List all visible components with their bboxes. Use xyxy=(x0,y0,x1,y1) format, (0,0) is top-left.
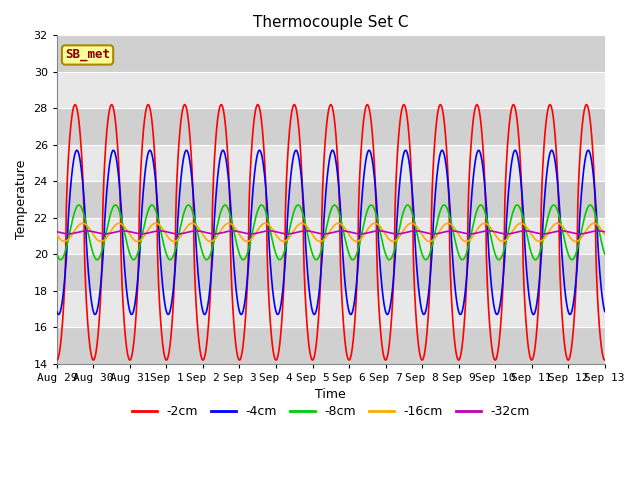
Bar xyxy=(57,327,605,364)
Bar xyxy=(57,254,605,291)
Bar xyxy=(57,145,605,181)
X-axis label: Time: Time xyxy=(316,388,346,401)
Bar xyxy=(57,36,605,72)
Bar xyxy=(57,291,605,327)
Bar xyxy=(57,218,605,254)
Bar xyxy=(57,72,605,108)
Legend: -2cm, -4cm, -8cm, -16cm, -32cm: -2cm, -4cm, -8cm, -16cm, -32cm xyxy=(127,400,535,423)
Title: Thermocouple Set C: Thermocouple Set C xyxy=(253,15,408,30)
Y-axis label: Temperature: Temperature xyxy=(15,160,28,239)
Bar xyxy=(57,181,605,218)
Bar xyxy=(57,108,605,145)
Text: SB_met: SB_met xyxy=(65,48,110,61)
